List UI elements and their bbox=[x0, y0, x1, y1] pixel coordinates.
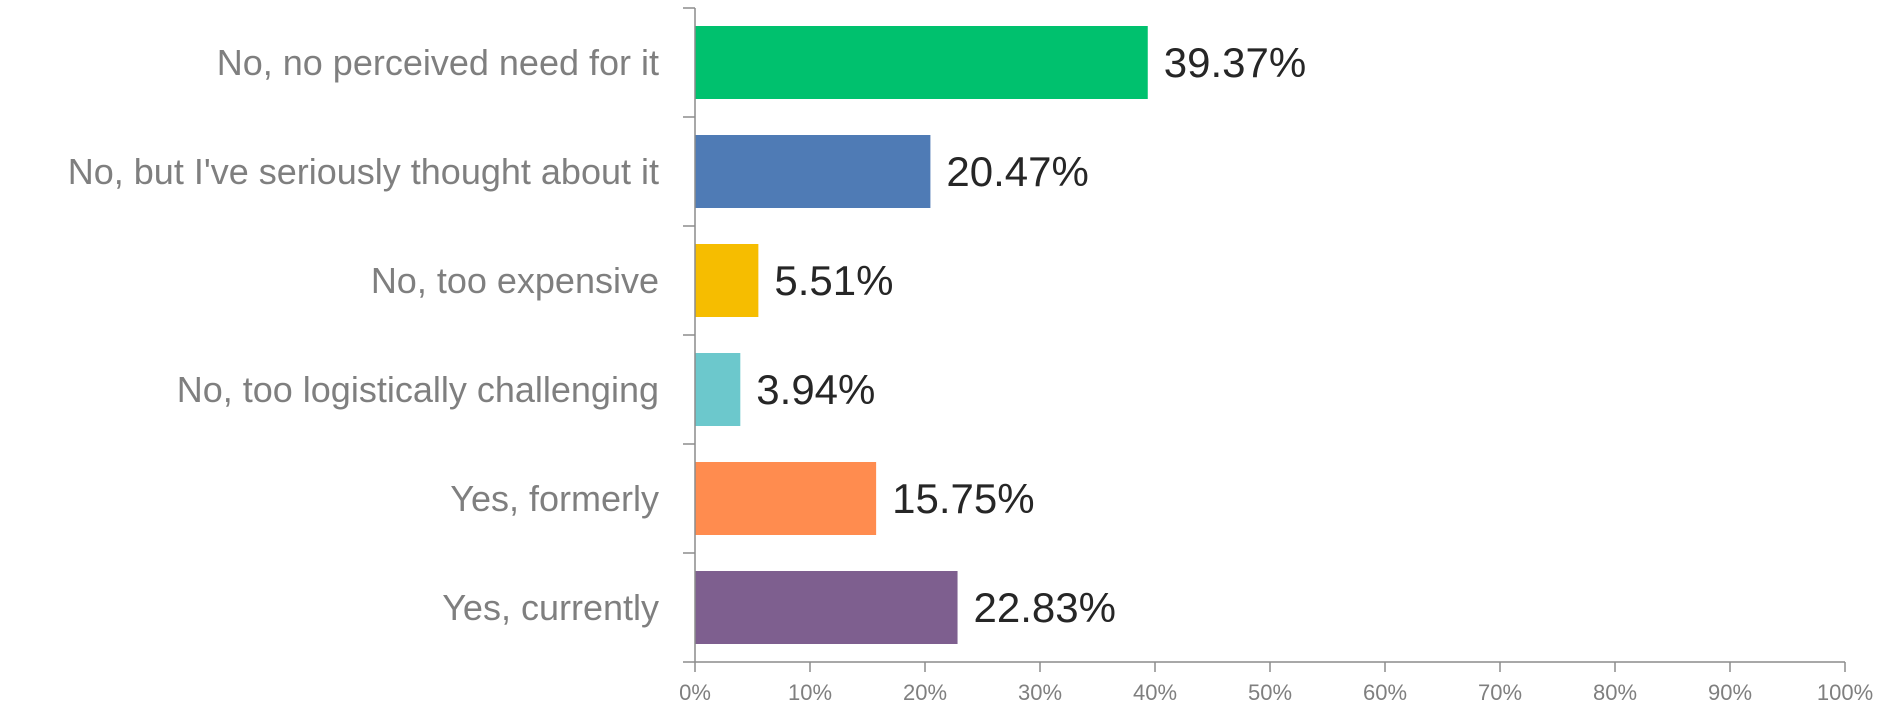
x-tick-label-0: 0% bbox=[679, 680, 711, 705]
x-tick-label-80: 80% bbox=[1593, 680, 1637, 705]
data-label-no-too-expensive: 5.51% bbox=[774, 257, 893, 304]
data-label-yes-currently: 22.83% bbox=[974, 584, 1116, 631]
bar-no-but-i-ve-seriously-thought-about-it bbox=[695, 135, 931, 208]
category-label-no-no-perceived-need-for-it: No, no perceived need for it bbox=[217, 42, 659, 83]
bar-no-no-perceived-need-for-it bbox=[695, 26, 1148, 99]
x-tick-label-100: 100% bbox=[1817, 680, 1873, 705]
category-label-no-too-logistically-challenging: No, too logistically challenging bbox=[177, 369, 659, 410]
category-label-yes-currently: Yes, currently bbox=[442, 587, 659, 628]
data-label-no-but-i-ve-seriously-thought-about-it: 20.47% bbox=[946, 148, 1088, 195]
data-label-yes-formerly: 15.75% bbox=[892, 475, 1034, 522]
x-tick-label-70: 70% bbox=[1478, 680, 1522, 705]
x-tick-label-10: 10% bbox=[788, 680, 832, 705]
x-tick-label-30: 30% bbox=[1018, 680, 1062, 705]
bars-layer bbox=[695, 26, 1148, 644]
bar-yes-currently bbox=[695, 571, 958, 644]
x-tick-label-50: 50% bbox=[1248, 680, 1292, 705]
axes-layer bbox=[683, 7, 1846, 672]
category-label-no-but-i-ve-seriously-thought-about-it: No, but I've seriously thought about it bbox=[68, 151, 659, 192]
labels-layer: No, no perceived need for it 39.37% No, bu… bbox=[68, 39, 1873, 705]
data-label-no-too-logistically-challenging: 3.94% bbox=[756, 366, 875, 413]
x-tick-label-90: 90% bbox=[1708, 680, 1752, 705]
x-tick-label-40: 40% bbox=[1133, 680, 1177, 705]
bar-no-too-logistically-challenging bbox=[695, 353, 741, 426]
x-tick-label-60: 60% bbox=[1363, 680, 1407, 705]
category-label-yes-formerly: Yes, formerly bbox=[450, 478, 659, 519]
x-tick-label-20: 20% bbox=[903, 680, 947, 705]
category-label-no-too-expensive: No, too expensive bbox=[371, 260, 659, 301]
bar-no-too-expensive bbox=[695, 244, 759, 317]
data-label-no-no-perceived-need-for-it: 39.37% bbox=[1164, 39, 1306, 86]
bar-yes-formerly bbox=[695, 462, 877, 535]
